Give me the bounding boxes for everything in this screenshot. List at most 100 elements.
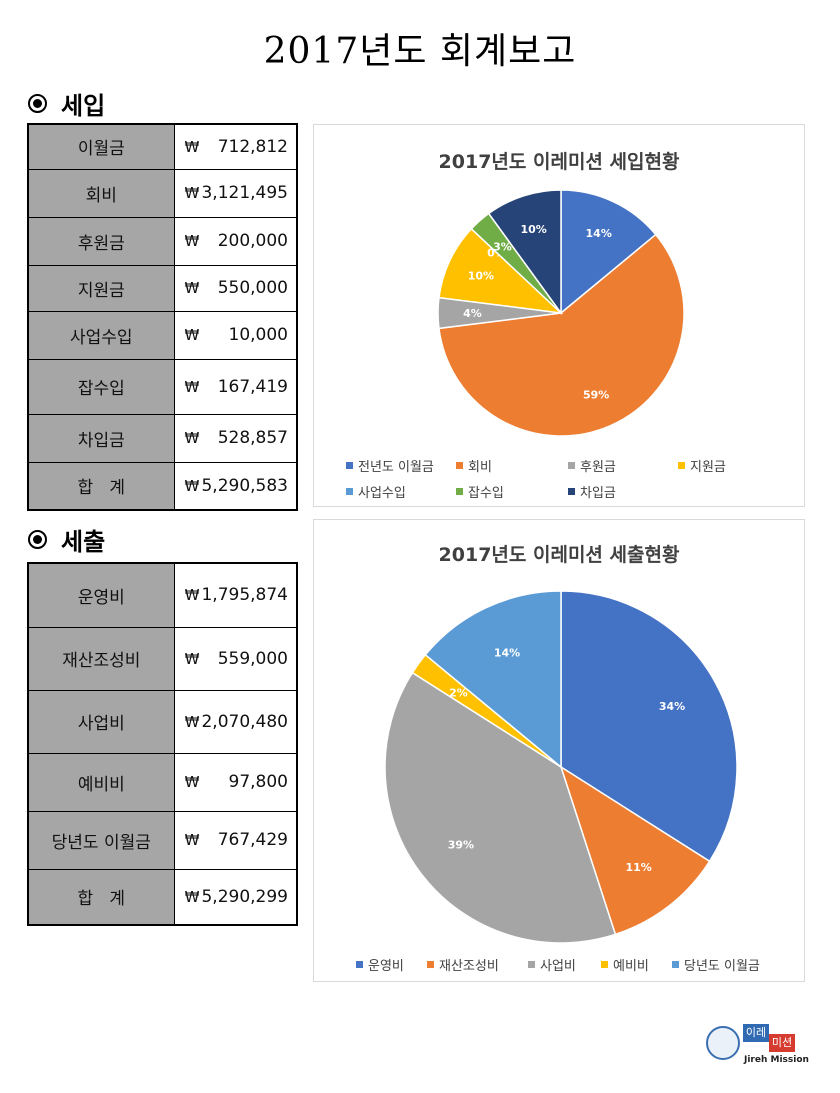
income-row-label: 이월금 <box>27 123 175 170</box>
income-row-amount-cell: ₩10,000 <box>173 310 298 360</box>
expense-row-amount: 97,800 <box>228 772 288 792</box>
pie-slice-5 <box>424 590 562 769</box>
won-currency-icon: ₩ <box>184 429 200 447</box>
income-row-label: 지원금 <box>27 264 175 312</box>
won-currency-icon: ₩ <box>184 377 200 396</box>
legend-swatch-icon <box>601 961 608 968</box>
income-row: 사업수입 ₩10,000 <box>27 310 298 360</box>
expense-legend-item: 사업비 <box>528 955 576 974</box>
expense-row: 재산조성비 ₩559,000 <box>27 626 298 691</box>
income-row-amount-cell: ₩200,000 <box>173 216 298 266</box>
expense-row-amount: 1,795,874 <box>201 585 288 606</box>
won-currency-icon: ₩ <box>184 476 200 495</box>
income-row-amount: 3,121,495 <box>201 183 288 203</box>
pie-slice-2 <box>438 233 685 437</box>
income-legend-item: 회비 <box>456 456 492 475</box>
pie-data-label: 39% <box>448 839 474 852</box>
income-row-amount: 528,857 <box>217 428 288 448</box>
expense-row-label: 운영비 <box>27 562 175 628</box>
pie-data-label: 59% <box>583 388 609 401</box>
income-legend-label: 후원금 <box>580 460 616 475</box>
expense-table: 운영비 ₩1,795,874 재산조성비 ₩559,000 사업비 ₩2,070,480 예… <box>27 562 298 926</box>
income-row: 회비 ₩3,121,495 <box>27 168 298 218</box>
expense-legend-item: 재산조성비 <box>427 955 499 974</box>
income-legend-item: 후원금 <box>568 456 616 475</box>
expense-row-label: 사업비 <box>27 689 175 754</box>
expense-legend-item: 예비비 <box>601 955 649 974</box>
income-legend-label: 회비 <box>468 460 492 475</box>
income-row-amount: 10,000 <box>228 325 288 345</box>
expense-legend-label: 예비비 <box>613 959 649 974</box>
legend-swatch-icon <box>528 961 535 968</box>
expense-legend-item: 운영비 <box>356 955 404 974</box>
income-row-amount-cell: ₩5,290,583 <box>173 461 298 511</box>
expense-legend-label: 재산조성비 <box>439 959 499 974</box>
won-currency-icon: ₩ <box>184 712 200 731</box>
won-currency-icon: ₩ <box>184 831 200 849</box>
won-currency-icon: ₩ <box>184 887 200 906</box>
pie-slice-3 <box>384 671 617 944</box>
expense-row: 합 계 ₩5,290,299 <box>27 868 298 926</box>
legend-swatch-icon <box>672 961 679 968</box>
expense-heading-text: 세출 <box>61 527 106 556</box>
radio-bullet-icon <box>28 530 47 549</box>
page-title: 2017년도 회계보고 <box>263 31 577 72</box>
legend-swatch-icon <box>678 462 685 469</box>
won-currency-icon: ₩ <box>184 232 200 250</box>
pie-data-label: 14% <box>494 646 520 659</box>
income-legend-item: 차입금 <box>568 482 616 501</box>
income-row: 후원금 ₩200,000 <box>27 216 298 266</box>
expense-row-label: 합 계 <box>27 868 175 926</box>
income-legend: 전년도 이월금 회비 후원금 지원금 사업수입 잡수입 차입금 <box>314 125 806 508</box>
legend-swatch-icon <box>568 462 575 469</box>
income-legend-label: 차입금 <box>580 486 616 501</box>
income-legend-item: 사업수입 <box>346 482 406 501</box>
pie-data-label: 2% <box>449 687 468 700</box>
legend-swatch-icon <box>456 488 463 495</box>
expense-row-amount: 559,000 <box>217 648 288 669</box>
legend-swatch-icon <box>456 462 463 469</box>
income-table: 이월금 ₩712,812 회비 ₩3,121,495 후원금 ₩200,000 지원금 ₩55… <box>27 123 298 511</box>
won-currency-icon: ₩ <box>184 184 200 202</box>
won-currency-icon: ₩ <box>184 649 200 668</box>
logo-top-text: 이레 <box>743 1024 769 1042</box>
expense-heading: 세출 <box>28 522 105 557</box>
expense-row-label: 당년도 이월금 <box>27 810 175 870</box>
income-row-label: 사업수입 <box>27 310 175 360</box>
income-heading-text: 세입 <box>61 91 106 120</box>
expense-row-amount: 767,429 <box>217 830 288 850</box>
income-row-amount: 550,000 <box>217 278 288 298</box>
pie-data-label: 4% <box>463 307 482 320</box>
expense-row: 사업비 ₩2,070,480 <box>27 689 298 754</box>
pie-slice-2 <box>559 765 711 936</box>
income-row-label: 후원금 <box>27 216 175 266</box>
logo-bottom-text: 미션 <box>769 1034 795 1052</box>
income-row-label: 잡수입 <box>27 358 175 415</box>
pie-slice-4 <box>438 227 564 315</box>
expense-row-amount: 5,290,299 <box>201 886 288 907</box>
expense-row-label: 재산조성비 <box>27 626 175 691</box>
logo-emblem-icon <box>706 1026 740 1060</box>
legend-swatch-icon <box>427 961 434 968</box>
legend-swatch-icon <box>346 462 353 469</box>
legend-swatch-icon <box>346 488 353 495</box>
logo-caption: Jireh Mission <box>744 1055 809 1065</box>
expense-chart-title: 2017년도 이레미션 세출현황 <box>438 544 680 566</box>
income-heading: 세입 <box>28 86 105 121</box>
legend-swatch-icon <box>568 488 575 495</box>
won-currency-icon: ₩ <box>184 773 200 791</box>
income-row-amount: 712,812 <box>217 136 288 157</box>
income-row-amount-cell: ₩167,419 <box>173 358 298 415</box>
income-legend-item: 잡수입 <box>456 482 504 501</box>
income-row-amount-cell: ₩712,812 <box>173 123 298 170</box>
expense-row-amount-cell: ₩1,795,874 <box>173 562 298 628</box>
radio-bullet-icon <box>28 94 47 113</box>
won-currency-icon: ₩ <box>184 326 200 344</box>
income-chart: 2017년도 이레미션 세입현황 14%59%4%10%0%3%10% 전년도 … <box>313 124 805 507</box>
income-row: 잡수입 ₩167,419 <box>27 358 298 415</box>
expense-row: 운영비 ₩1,795,874 <box>27 562 298 628</box>
income-row: 지원금 ₩550,000 <box>27 264 298 312</box>
won-currency-icon: ₩ <box>184 279 200 297</box>
pie-slice-1 <box>560 189 657 315</box>
income-row-amount-cell: ₩528,857 <box>173 413 298 463</box>
